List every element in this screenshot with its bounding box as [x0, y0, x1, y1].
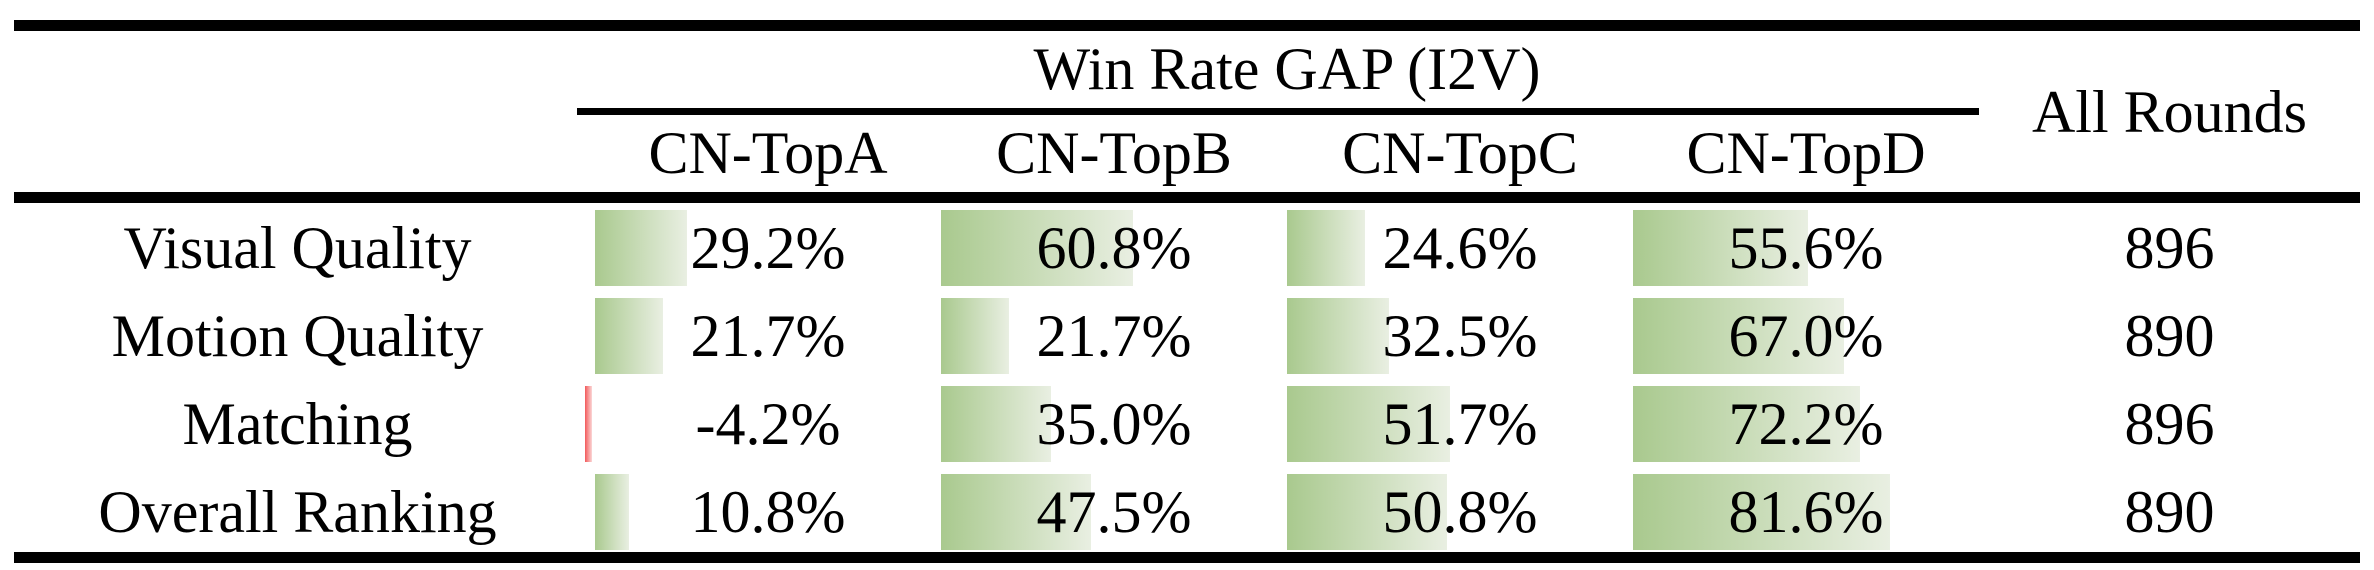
data-cell: 47.5%	[941, 468, 1287, 556]
cell-value: 29.2%	[690, 214, 846, 281]
table-row: Matching -4.2% 35.0% 51.7% 72.2% 896	[0, 380, 2374, 468]
table-rule-mid	[14, 192, 2360, 203]
column-headers: CN-TopA CN-TopB CN-TopC CN-TopD	[595, 115, 1979, 192]
data-cell: 50.8%	[1287, 468, 1633, 556]
cell-value: 51.7%	[1382, 390, 1538, 457]
cell-value: 21.7%	[690, 302, 846, 369]
cell-value: 35.0%	[1036, 390, 1192, 457]
data-bar	[595, 474, 629, 550]
data-cell: 81.6%	[1633, 468, 1979, 556]
cell-value: 24.6%	[1382, 214, 1538, 281]
table-title: Win Rate GAP (I2V)	[1033, 35, 1541, 102]
data-cell: 35.0%	[941, 380, 1287, 468]
cell-value: 10.8%	[690, 478, 846, 545]
all-rounds-cell: 890	[2124, 302, 2215, 369]
column-header-cn-topd: CN-TopD	[1686, 120, 1926, 186]
data-cell: -4.2%	[585, 380, 941, 468]
data-cell: 24.6%	[1287, 204, 1633, 292]
table-row: Overall Ranking 10.8% 47.5% 50.8% 81.6% …	[0, 468, 2374, 556]
data-cell: 10.8%	[595, 468, 941, 556]
data-cell: 29.2%	[595, 204, 941, 292]
cell-value: 21.7%	[1036, 302, 1192, 369]
cell-value: 47.5%	[1036, 478, 1192, 545]
row-label: Visual Quality	[123, 214, 472, 281]
data-cell: 32.5%	[1287, 292, 1633, 380]
table-row: Motion Quality 21.7% 21.7% 32.5% 67.0% 8…	[0, 292, 2374, 380]
row-label: Overall Ranking	[98, 478, 497, 545]
data-cell: 72.2%	[1633, 380, 1979, 468]
data-bar	[1287, 386, 1450, 462]
all-rounds-header: All Rounds	[2031, 79, 2308, 145]
all-rounds-cell: 896	[2124, 214, 2215, 281]
data-bar	[1287, 474, 1447, 550]
cell-value: 67.0%	[1728, 302, 1884, 369]
cell-value: 55.6%	[1728, 214, 1884, 281]
row-label: Matching	[182, 390, 413, 457]
data-bar	[1633, 210, 1809, 286]
all-rounds-cell: 890	[2124, 478, 2215, 545]
row-label: Motion Quality	[111, 302, 484, 369]
data-bar	[941, 386, 1052, 462]
cell-value: 50.8%	[1382, 478, 1538, 545]
header-span-rule	[577, 108, 1979, 115]
column-header-cn-topb: CN-TopB	[996, 120, 1232, 186]
data-cell: 21.7%	[595, 292, 941, 380]
cell-value: -4.2%	[695, 390, 841, 457]
data-cell: 55.6%	[1633, 204, 1979, 292]
cell-value: 60.8%	[1036, 214, 1192, 281]
data-bar	[1633, 474, 1890, 550]
data-bar	[595, 210, 687, 286]
data-bar	[941, 474, 1091, 550]
table-row: Visual Quality 29.2% 60.8% 24.6% 55.6% 8…	[0, 204, 2374, 292]
data-cell: 67.0%	[1633, 292, 1979, 380]
data-bar	[1633, 386, 1861, 462]
table-rule-bottom	[14, 552, 2360, 563]
data-bar	[941, 298, 1010, 374]
column-header-cn-topc: CN-TopC	[1342, 120, 1578, 186]
data-cell: 51.7%	[1287, 380, 1633, 468]
data-cell: 60.8%	[941, 204, 1287, 292]
all-rounds-cell: 896	[2124, 390, 2215, 457]
data-bar	[1633, 298, 1844, 374]
table-rule-top	[14, 20, 2360, 31]
table-body: Visual Quality 29.2% 60.8% 24.6% 55.6% 8…	[0, 204, 2374, 556]
data-bar	[585, 386, 592, 462]
cell-value: 32.5%	[1382, 302, 1538, 369]
column-header-cn-topa: CN-TopA	[648, 120, 888, 186]
data-bar	[595, 298, 664, 374]
cell-value: 72.2%	[1728, 390, 1884, 457]
data-bar	[1287, 298, 1390, 374]
data-bar	[1287, 210, 1365, 286]
data-cell: 21.7%	[941, 292, 1287, 380]
data-bar	[941, 210, 1133, 286]
cell-value: 81.6%	[1728, 478, 1884, 545]
